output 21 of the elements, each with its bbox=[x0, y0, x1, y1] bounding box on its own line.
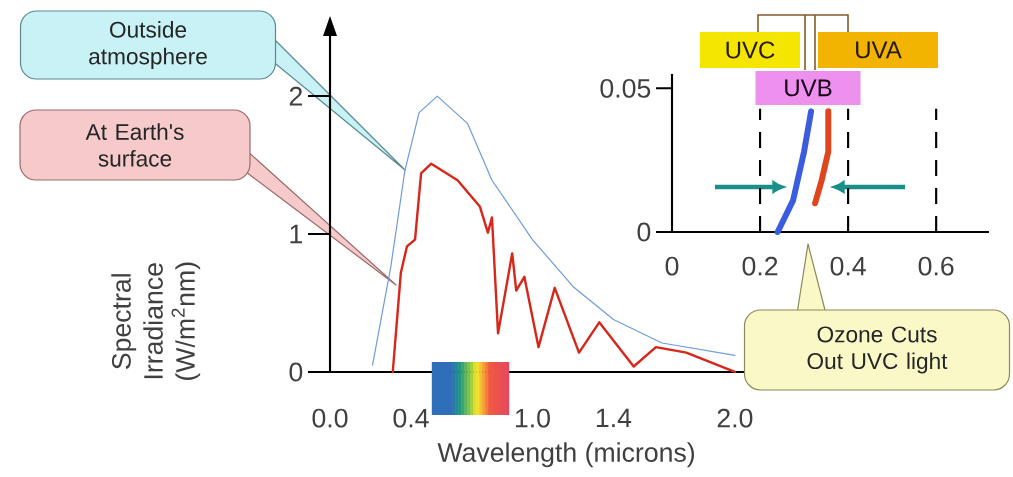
x-tick-label: 1.0 bbox=[515, 408, 550, 428]
x-tick-label: 0.4 bbox=[830, 256, 866, 276]
x-axis-title: Wavelength (microns) bbox=[437, 442, 695, 468]
annotation: UVB bbox=[785, 79, 832, 97]
x-tick-label: 0.6 bbox=[918, 256, 954, 276]
y-tick-label: 2 bbox=[289, 86, 302, 106]
text: Outside atmosphere bbox=[89, 21, 207, 69]
text: Ozone Cuts Out UVC light bbox=[807, 326, 948, 374]
y-tick-label: 1 bbox=[290, 224, 302, 244]
y-tick-label: 0 bbox=[289, 362, 303, 382]
x-tick-label: 0.4 bbox=[393, 408, 429, 428]
text: At Earth's surface bbox=[85, 123, 184, 167]
x-tick-label: 0 bbox=[665, 256, 679, 276]
x-tick-label: 2.0 bbox=[717, 408, 753, 428]
x-tick-label: 0.0 bbox=[312, 408, 348, 428]
y-tick-label: 0.05 bbox=[600, 78, 651, 98]
x-tick-label: 0.2 bbox=[742, 256, 778, 276]
x-tick-label: 1.4 bbox=[596, 408, 632, 428]
text: UVA bbox=[856, 41, 902, 59]
line-series bbox=[391, 162, 737, 374]
annotation: UVC bbox=[726, 41, 775, 59]
